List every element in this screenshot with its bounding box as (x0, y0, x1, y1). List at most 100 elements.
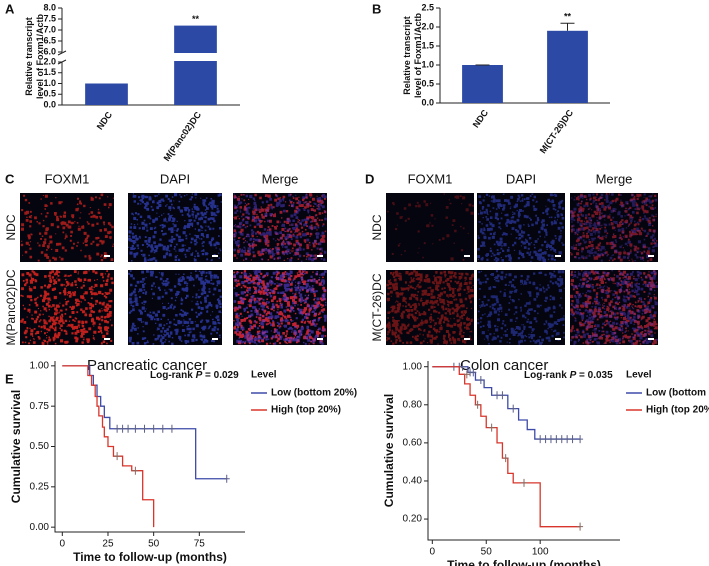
censor-mark (119, 424, 126, 433)
significance-label: ** (192, 14, 200, 24)
row-label: M(CT-26)DC (370, 273, 384, 341)
panel-letter: B (372, 1, 381, 16)
micrograph-background (386, 193, 474, 262)
axes (54, 361, 245, 533)
scale-bar (317, 255, 323, 257)
annotation-suffix: = 0.035 (579, 370, 613, 381)
y-tick-label: 0.00 (30, 522, 50, 533)
scale-bar (555, 338, 561, 340)
censor-mark (474, 400, 481, 409)
y-tick-label: 0.50 (30, 441, 50, 452)
y-tick-label: 0.60 (403, 438, 423, 449)
chart-title: Colon cancer (460, 357, 548, 374)
censor-mark (521, 478, 527, 487)
annotation: Log-rank P = 0.029 (150, 370, 239, 381)
bar (547, 30, 588, 103)
censor-mark (168, 424, 175, 433)
y-tick-label: 1.5 (43, 67, 56, 77)
scale-bar (104, 338, 110, 340)
micrograph-signal (570, 193, 658, 262)
censor-mark (477, 376, 484, 385)
micrograph-signal (570, 270, 658, 345)
y-axis-label: Cumulative survival (382, 394, 396, 507)
x-tick-label: 0 (60, 539, 66, 550)
x-tick-label: 75 (194, 539, 206, 550)
censor-mark (502, 454, 509, 463)
legend-label: Low (bottom 20%) (271, 388, 357, 399)
legend-title: Level (626, 370, 652, 381)
censor-mark (577, 522, 584, 531)
row-label: M(Panc02)DC (4, 269, 18, 345)
x-tick-label: 50 (481, 547, 493, 558)
annotation-italic: P (570, 370, 577, 381)
y-tick-label: 1.0 (43, 78, 56, 88)
y-tick-label: 1.5 (421, 40, 434, 50)
y-tick-label: 8.0 (43, 2, 56, 12)
y-tick-label: 2.5 (421, 2, 434, 12)
scale-bar (648, 338, 654, 340)
annotation: Log-rank P = 0.035 (524, 370, 613, 381)
micrograph-signal (128, 193, 222, 262)
micrograph-signal (20, 270, 114, 345)
x-tick-label: NDC (471, 107, 491, 129)
panel-letter: D (365, 171, 374, 186)
x-axis-label: Time to follow-up (months) (447, 558, 601, 566)
censor-mark (510, 404, 517, 413)
scale-bar (555, 255, 561, 257)
panel-letter: C (5, 171, 15, 186)
micrograph-background (477, 270, 565, 345)
error-bar (560, 22, 575, 31)
x-tick-label: 50 (148, 539, 160, 550)
y-tick-label: 6.0 (43, 46, 56, 56)
y-tick-label: 7.5 (43, 13, 56, 23)
censor-mark (114, 424, 121, 433)
censor-mark (494, 391, 501, 400)
censor-mark (564, 435, 571, 444)
bar (174, 25, 217, 106)
censor-mark (569, 435, 576, 444)
column-header: FOXM1 (45, 171, 90, 186)
micrograph-signal (20, 193, 114, 262)
panel-letter: E (5, 371, 14, 386)
significance-label: ** (564, 12, 572, 22)
micrograph-signal (386, 270, 474, 345)
y-tick-label: 1.00 (403, 361, 423, 372)
bar-break-gap (173, 53, 218, 61)
panel-letter: A (5, 1, 15, 16)
y-tick-label: 0.75 (30, 401, 50, 412)
censor-mark (459, 362, 466, 371)
x-tick-label: 0 (430, 547, 436, 558)
micrograph-background (20, 193, 114, 262)
survival-curve (62, 365, 227, 480)
y-tick-label: 6.5 (43, 35, 56, 45)
row-label: NDC (370, 214, 384, 240)
censor-mark (542, 435, 549, 444)
y-tick-label: 0.5 (421, 78, 434, 88)
x-axis-label: Time to follow-up (months) (73, 550, 227, 564)
censor-mark (132, 466, 139, 475)
bar (462, 65, 503, 103)
censor-mark (499, 391, 506, 400)
censor-mark (547, 435, 554, 444)
x-tick-label: M(CT-26)DC (538, 107, 576, 155)
x-tick-label: 100 (532, 547, 549, 558)
annotation-prefix: Log-rank (150, 370, 193, 381)
y-tick-label: 1.0 (421, 59, 434, 69)
y-axis-label-line: Relative transcript (402, 16, 412, 95)
y-axis-label-line: Relative transcript (24, 17, 34, 96)
y-tick-label: 0.25 (30, 481, 50, 492)
survival-curve (432, 366, 581, 528)
censor-mark (553, 435, 560, 444)
micrograph-signal (477, 270, 565, 345)
column-header: Merge (596, 171, 633, 186)
y-axis-label: Relative transcriptlevel of Foxm1/Actb (402, 12, 423, 98)
y-tick-label: 2.0 (421, 21, 434, 31)
censor-mark (132, 424, 139, 433)
scale-bar (104, 255, 110, 257)
censor-mark (577, 435, 584, 444)
micrograph-signal (233, 270, 327, 345)
x-tick-label: NDC (95, 109, 115, 131)
column-header: Merge (262, 171, 299, 186)
y-tick-label: 0.40 (403, 476, 423, 487)
censor-mark (537, 435, 544, 444)
